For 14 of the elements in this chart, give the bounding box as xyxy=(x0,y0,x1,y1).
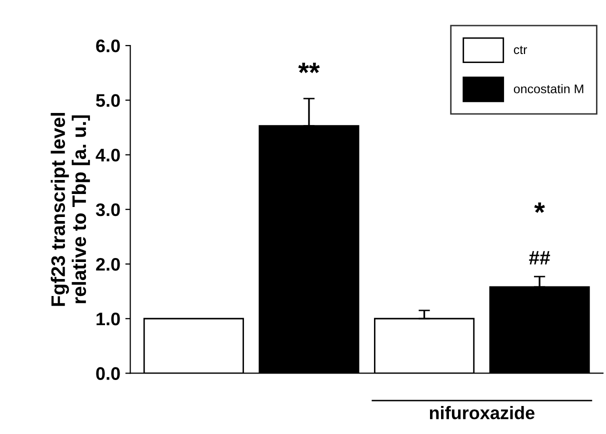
y-tick-label: 4.0 xyxy=(96,148,120,162)
y-tick-label: 3.0 xyxy=(96,203,120,216)
legend-label: ctr xyxy=(514,46,528,54)
y-tick-label: 6.0 xyxy=(96,40,120,52)
annotation: * xyxy=(534,202,545,213)
annotation: ** xyxy=(298,62,320,74)
annotation: ## xyxy=(529,251,550,264)
y-tick-label: 0.0 xyxy=(96,367,120,380)
y-axis-title: Fgf23 transcript level relative to Tbp [a. u.] xyxy=(50,112,90,306)
y-tick-label: 1.0 xyxy=(96,312,120,326)
legend-label: oncostatin M xyxy=(514,84,584,94)
y-tick-label: 2.0 xyxy=(96,258,120,271)
text: nifuroxazide xyxy=(430,406,534,420)
y-tick-label: 5.0 xyxy=(96,94,120,107)
